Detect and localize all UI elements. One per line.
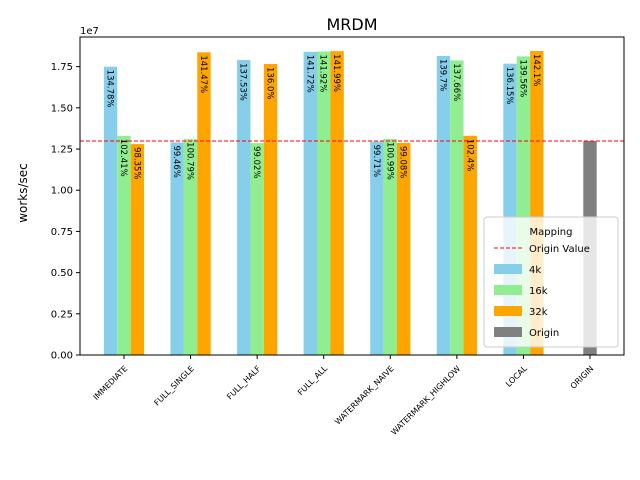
bar-value-label: 141.92% <box>318 55 328 93</box>
y-tick-label: 1.00 <box>51 186 73 197</box>
x-tick-label: WATERMARK_HIGHLOW <box>389 364 462 437</box>
legend-title: Mapping <box>530 227 573 238</box>
bar-32k-full_all <box>330 51 344 356</box>
bar-value-label: 136.15% <box>504 67 514 105</box>
bar-value-label: 100.99% <box>384 142 394 180</box>
bar-value-label: 99.71% <box>371 145 381 177</box>
bar-32k-full_single <box>197 52 211 355</box>
bar-labels-layer: 134.78% 99.46% 137.53% 141.72% 99.71% 139.7% 1… <box>105 54 541 180</box>
y-tick-label: 0.25 <box>51 309 73 320</box>
bar-value-label: 134.78% <box>105 70 115 108</box>
bar-value-label: 141.47% <box>198 55 208 93</box>
legend-swatch-4k <box>494 264 522 274</box>
bar-value-label: 141.72% <box>304 55 314 93</box>
bar-4k-immediate <box>103 66 118 355</box>
bar-32k-full_half <box>263 64 278 356</box>
bar-value-label: 100.79% <box>185 142 195 180</box>
bar-4k-full_all <box>303 51 318 355</box>
bar-32k-watermark_naive <box>396 142 411 355</box>
bar-value-label: 99.08% <box>398 146 408 178</box>
y-axis-multiplier: 1e7 <box>80 26 99 37</box>
y-tick-label: 1.75 <box>51 62 73 73</box>
chart-title: MRDM <box>326 15 377 34</box>
x-tick-label: FULL_ALL <box>296 364 329 397</box>
legend-swatch-32k <box>494 306 522 316</box>
bar-value-label: 142.1% <box>531 54 541 86</box>
bar-value-label: 99.02% <box>251 146 261 178</box>
x-tick-label: FULL_SINGLE <box>152 364 195 407</box>
bar-value-label: 102.41% <box>118 139 128 177</box>
y-tick-label: 0.50 <box>51 268 73 279</box>
legend: Mapping Origin Value 4k 16k 32k Origin <box>483 216 619 348</box>
y-tick-label: 0.00 <box>51 351 73 362</box>
x-tick-label: WATERMARK_NAIVE <box>333 364 395 426</box>
y-tick-label: 1.50 <box>51 103 73 114</box>
bar-value-label: 139.7% <box>437 59 447 91</box>
bar-value-label: 137.53% <box>238 63 248 101</box>
legend-entry-label: Origin Value <box>529 244 590 255</box>
bar-32k-immediate <box>130 144 145 355</box>
bar-value-label: 99.46% <box>171 145 181 177</box>
bar-16k-full_half <box>250 143 264 355</box>
bar-value-label: 141.99% <box>331 54 341 92</box>
x-tick-label: ORIGIN <box>569 364 596 391</box>
bar-32k-watermark_highlow <box>463 135 477 355</box>
bar-4k-watermark_naive <box>370 141 384 355</box>
legend-entry-label: 4k <box>529 265 541 276</box>
x-tick-label: FULL_HALF <box>225 364 263 402</box>
bar-value-label: 102.4% <box>464 139 474 171</box>
bar-4k-full_half <box>237 60 251 355</box>
bar-4k-watermark_highlow <box>436 55 451 355</box>
legend-entry-label: 32k <box>529 307 548 318</box>
bar-16k-immediate <box>117 135 131 355</box>
y-tick-label: 0.75 <box>51 227 73 238</box>
legend-entry-label: Origin <box>529 328 559 339</box>
legend-swatch-origin <box>494 327 522 337</box>
y-tick-label: 1.25 <box>51 145 73 156</box>
x-tick-label: IMMEDIATE <box>92 364 130 402</box>
bar-value-label: 139.56% <box>517 59 527 97</box>
legend-swatch-16k <box>494 285 522 295</box>
legend-entry-label: 16k <box>529 286 548 297</box>
x-tick-label: LOCAL <box>504 364 529 389</box>
bar-16k-full_single <box>183 139 198 355</box>
bar-16k-watermark_naive <box>383 138 397 355</box>
y-axis-label: works/sec <box>16 163 30 223</box>
bar-4k-full_single <box>170 142 184 355</box>
plot-frame <box>79 36 625 356</box>
bar-16k-watermark_highlow <box>450 60 464 356</box>
bar-value-label: 98.35% <box>131 147 141 179</box>
bar-value-label: 136.0% <box>265 67 275 99</box>
bar-value-label: 137.66% <box>451 63 461 101</box>
bar-16k-full_all <box>317 51 331 355</box>
